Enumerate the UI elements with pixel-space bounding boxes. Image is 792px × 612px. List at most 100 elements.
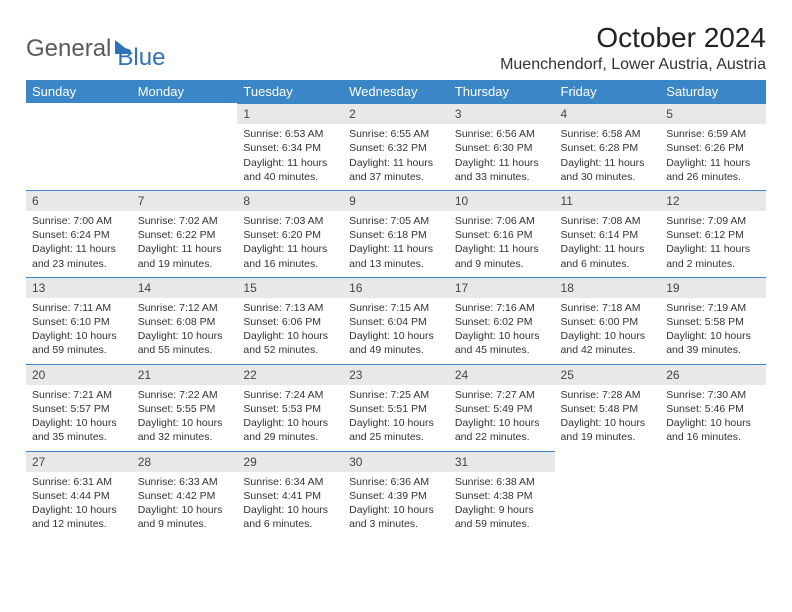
sunset-line: Sunset: 5:57 PM <box>32 402 126 416</box>
day-details: Sunrise: 6:55 AMSunset: 6:32 PMDaylight:… <box>343 124 449 190</box>
sunrise-line: Sunrise: 7:05 AM <box>349 214 443 228</box>
daylight-line: Daylight: 10 hours and 25 minutes. <box>349 416 443 444</box>
page-title: October 2024 <box>500 22 766 54</box>
daylight-line: Daylight: 10 hours and 3 minutes. <box>349 503 443 531</box>
daylight-line: Daylight: 10 hours and 35 minutes. <box>32 416 126 444</box>
calendar-day-cell: 1Sunrise: 6:53 AMSunset: 6:34 PMDaylight… <box>237 103 343 190</box>
calendar-day-cell: 5Sunrise: 6:59 AMSunset: 6:26 PMDaylight… <box>660 103 766 190</box>
sunset-line: Sunset: 5:58 PM <box>666 315 760 329</box>
calendar-day-cell: 25Sunrise: 7:28 AMSunset: 5:48 PMDayligh… <box>555 364 661 451</box>
calendar-day-cell: 10Sunrise: 7:06 AMSunset: 6:16 PMDayligh… <box>449 190 555 277</box>
calendar-day-cell: 8Sunrise: 7:03 AMSunset: 6:20 PMDaylight… <box>237 190 343 277</box>
daylight-line: Daylight: 10 hours and 12 minutes. <box>32 503 126 531</box>
sunrise-line: Sunrise: 7:19 AM <box>666 301 760 315</box>
sunset-line: Sunset: 5:53 PM <box>243 402 337 416</box>
sunrise-line: Sunrise: 7:28 AM <box>561 388 655 402</box>
calendar-day-cell: 9Sunrise: 7:05 AMSunset: 6:18 PMDaylight… <box>343 190 449 277</box>
daylight-line: Daylight: 11 hours and 30 minutes. <box>561 156 655 184</box>
calendar-day-cell: 15Sunrise: 7:13 AMSunset: 6:06 PMDayligh… <box>237 277 343 364</box>
sunrise-line: Sunrise: 7:27 AM <box>455 388 549 402</box>
weekday-header: Saturday <box>660 80 766 103</box>
day-number: 3 <box>449 103 555 124</box>
calendar-day-cell: 18Sunrise: 7:18 AMSunset: 6:00 PMDayligh… <box>555 277 661 364</box>
sunrise-line: Sunrise: 7:09 AM <box>666 214 760 228</box>
calendar-week-row: 1Sunrise: 6:53 AMSunset: 6:34 PMDaylight… <box>26 103 766 190</box>
day-details: Sunrise: 7:08 AMSunset: 6:14 PMDaylight:… <box>555 211 661 277</box>
day-number: 15 <box>237 277 343 298</box>
calendar-day-cell: 17Sunrise: 7:16 AMSunset: 6:02 PMDayligh… <box>449 277 555 364</box>
sunset-line: Sunset: 6:10 PM <box>32 315 126 329</box>
day-number: 7 <box>132 190 238 211</box>
sunrise-line: Sunrise: 7:00 AM <box>32 214 126 228</box>
day-details: Sunrise: 7:19 AMSunset: 5:58 PMDaylight:… <box>660 298 766 364</box>
day-details: Sunrise: 7:15 AMSunset: 6:04 PMDaylight:… <box>343 298 449 364</box>
calendar-day-cell: 22Sunrise: 7:24 AMSunset: 5:53 PMDayligh… <box>237 364 343 451</box>
weekday-header: Tuesday <box>237 80 343 103</box>
sunrise-line: Sunrise: 7:25 AM <box>349 388 443 402</box>
day-number: 25 <box>555 364 661 385</box>
daylight-line: Daylight: 10 hours and 16 minutes. <box>666 416 760 444</box>
day-details: Sunrise: 7:03 AMSunset: 6:20 PMDaylight:… <box>237 211 343 277</box>
calendar-week-row: 27Sunrise: 6:31 AMSunset: 4:44 PMDayligh… <box>26 451 766 538</box>
title-block: October 2024 Muenchendorf, Lower Austria… <box>500 22 766 74</box>
daylight-line: Daylight: 10 hours and 42 minutes. <box>561 329 655 357</box>
day-details: Sunrise: 7:13 AMSunset: 6:06 PMDaylight:… <box>237 298 343 364</box>
sunrise-line: Sunrise: 7:03 AM <box>243 214 337 228</box>
day-number: 23 <box>343 364 449 385</box>
day-details: Sunrise: 6:34 AMSunset: 4:41 PMDaylight:… <box>237 472 343 538</box>
calendar-week-row: 13Sunrise: 7:11 AMSunset: 6:10 PMDayligh… <box>26 277 766 364</box>
day-details: Sunrise: 7:18 AMSunset: 6:00 PMDaylight:… <box>555 298 661 364</box>
day-details: Sunrise: 6:53 AMSunset: 6:34 PMDaylight:… <box>237 124 343 190</box>
sunrise-line: Sunrise: 7:16 AM <box>455 301 549 315</box>
sunset-line: Sunset: 4:39 PM <box>349 489 443 503</box>
day-number: 16 <box>343 277 449 298</box>
day-details: Sunrise: 7:21 AMSunset: 5:57 PMDaylight:… <box>26 385 132 451</box>
day-number: 28 <box>132 451 238 472</box>
calendar-week-row: 6Sunrise: 7:00 AMSunset: 6:24 PMDaylight… <box>26 190 766 277</box>
sunrise-line: Sunrise: 7:12 AM <box>138 301 232 315</box>
daylight-line: Daylight: 10 hours and 59 minutes. <box>32 329 126 357</box>
daylight-line: Daylight: 11 hours and 40 minutes. <box>243 156 337 184</box>
sunset-line: Sunset: 5:46 PM <box>666 402 760 416</box>
sunrise-line: Sunrise: 7:22 AM <box>138 388 232 402</box>
sunset-line: Sunset: 4:42 PM <box>138 489 232 503</box>
weekday-header: Monday <box>132 80 238 103</box>
sunrise-line: Sunrise: 7:18 AM <box>561 301 655 315</box>
calendar-day-cell: 6Sunrise: 7:00 AMSunset: 6:24 PMDaylight… <box>26 190 132 277</box>
daylight-line: Daylight: 11 hours and 6 minutes. <box>561 242 655 270</box>
calendar-header-row: SundayMondayTuesdayWednesdayThursdayFrid… <box>26 80 766 103</box>
day-details: Sunrise: 7:06 AMSunset: 6:16 PMDaylight:… <box>449 211 555 277</box>
daylight-line: Daylight: 11 hours and 23 minutes. <box>32 242 126 270</box>
sunset-line: Sunset: 6:22 PM <box>138 228 232 242</box>
day-number: 6 <box>26 190 132 211</box>
calendar-day-cell: 21Sunrise: 7:22 AMSunset: 5:55 PMDayligh… <box>132 364 238 451</box>
calendar-day-cell: 16Sunrise: 7:15 AMSunset: 6:04 PMDayligh… <box>343 277 449 364</box>
day-details: Sunrise: 7:00 AMSunset: 6:24 PMDaylight:… <box>26 211 132 277</box>
sunrise-line: Sunrise: 7:24 AM <box>243 388 337 402</box>
sunrise-line: Sunrise: 6:31 AM <box>32 475 126 489</box>
sunset-line: Sunset: 5:49 PM <box>455 402 549 416</box>
weekday-header: Sunday <box>26 80 132 103</box>
daylight-line: Daylight: 11 hours and 19 minutes. <box>138 242 232 270</box>
day-number: 17 <box>449 277 555 298</box>
day-number: 14 <box>132 277 238 298</box>
day-number: 24 <box>449 364 555 385</box>
calendar-week-row: 20Sunrise: 7:21 AMSunset: 5:57 PMDayligh… <box>26 364 766 451</box>
sunset-line: Sunset: 6:20 PM <box>243 228 337 242</box>
daylight-line: Daylight: 10 hours and 49 minutes. <box>349 329 443 357</box>
brand-part1: General <box>26 35 111 63</box>
day-details: Sunrise: 7:05 AMSunset: 6:18 PMDaylight:… <box>343 211 449 277</box>
sunrise-line: Sunrise: 6:36 AM <box>349 475 443 489</box>
day-details: Sunrise: 7:16 AMSunset: 6:02 PMDaylight:… <box>449 298 555 364</box>
day-details: Sunrise: 7:30 AMSunset: 5:46 PMDaylight:… <box>660 385 766 451</box>
sunset-line: Sunset: 6:18 PM <box>349 228 443 242</box>
sunset-line: Sunset: 5:48 PM <box>561 402 655 416</box>
header: General Blue October 2024 Muenchendorf, … <box>26 22 766 74</box>
calendar-day-cell: 19Sunrise: 7:19 AMSunset: 5:58 PMDayligh… <box>660 277 766 364</box>
calendar-day-cell: 13Sunrise: 7:11 AMSunset: 6:10 PMDayligh… <box>26 277 132 364</box>
day-details: Sunrise: 7:24 AMSunset: 5:53 PMDaylight:… <box>237 385 343 451</box>
day-details: Sunrise: 7:11 AMSunset: 6:10 PMDaylight:… <box>26 298 132 364</box>
sunrise-line: Sunrise: 6:55 AM <box>349 127 443 141</box>
sunset-line: Sunset: 4:41 PM <box>243 489 337 503</box>
calendar-day-cell: 29Sunrise: 6:34 AMSunset: 4:41 PMDayligh… <box>237 451 343 538</box>
